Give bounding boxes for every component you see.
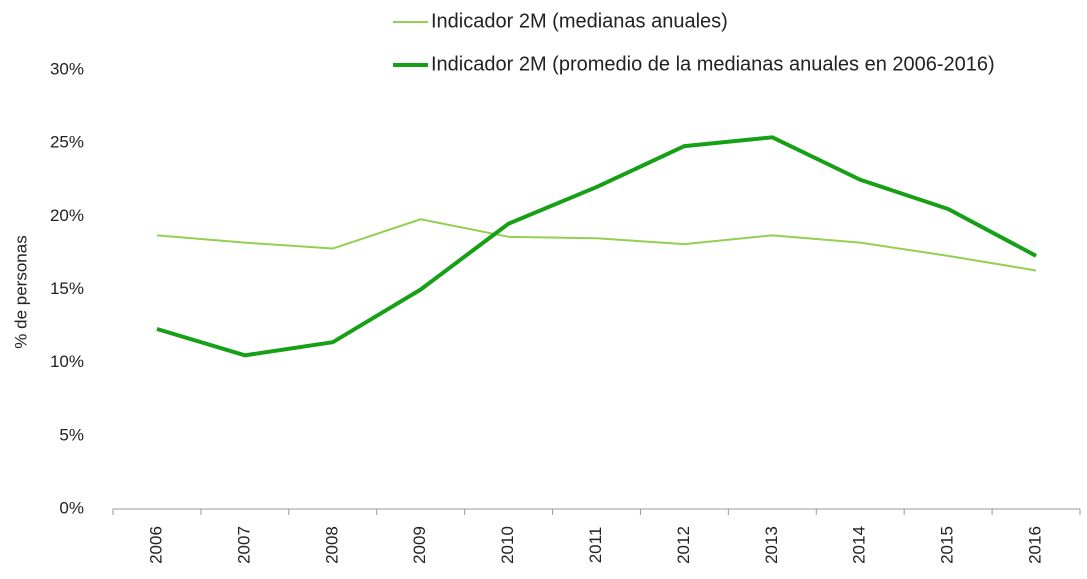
x-tick-label: 2010 [498, 526, 517, 564]
x-tick-label: 2014 [850, 526, 869, 564]
y-tick-label: 10% [50, 352, 84, 371]
y-tick-label: 15% [50, 279, 84, 298]
x-tick-label: 2011 [586, 527, 605, 564]
y-tick-label: 0% [59, 498, 84, 517]
line-series [156, 135, 1037, 358]
x-tick-label: 2013 [762, 526, 781, 564]
y-tick-label: 25% [50, 133, 84, 152]
x-tick-label: 2009 [410, 526, 429, 564]
x-tick-label: 2008 [322, 526, 341, 564]
x-tick-label: 2015 [938, 526, 957, 564]
x-tick-label: 2012 [674, 526, 693, 564]
y-tick-label: 20% [50, 206, 84, 225]
line-series [156, 218, 1037, 272]
y-axis-label: % de personas [11, 235, 30, 348]
y-tick-label: 5% [59, 425, 84, 444]
x-tick-label: 2007 [234, 526, 253, 564]
legend-label: Indicador 2M (medianas anuales) [431, 10, 728, 32]
y-tick-label: 30% [50, 59, 84, 78]
x-tick-label: 2006 [146, 526, 165, 564]
legend-label: Indicador 2M (promedio de la medianas an… [431, 53, 995, 75]
x-tick-label: 2016 [1026, 526, 1045, 564]
